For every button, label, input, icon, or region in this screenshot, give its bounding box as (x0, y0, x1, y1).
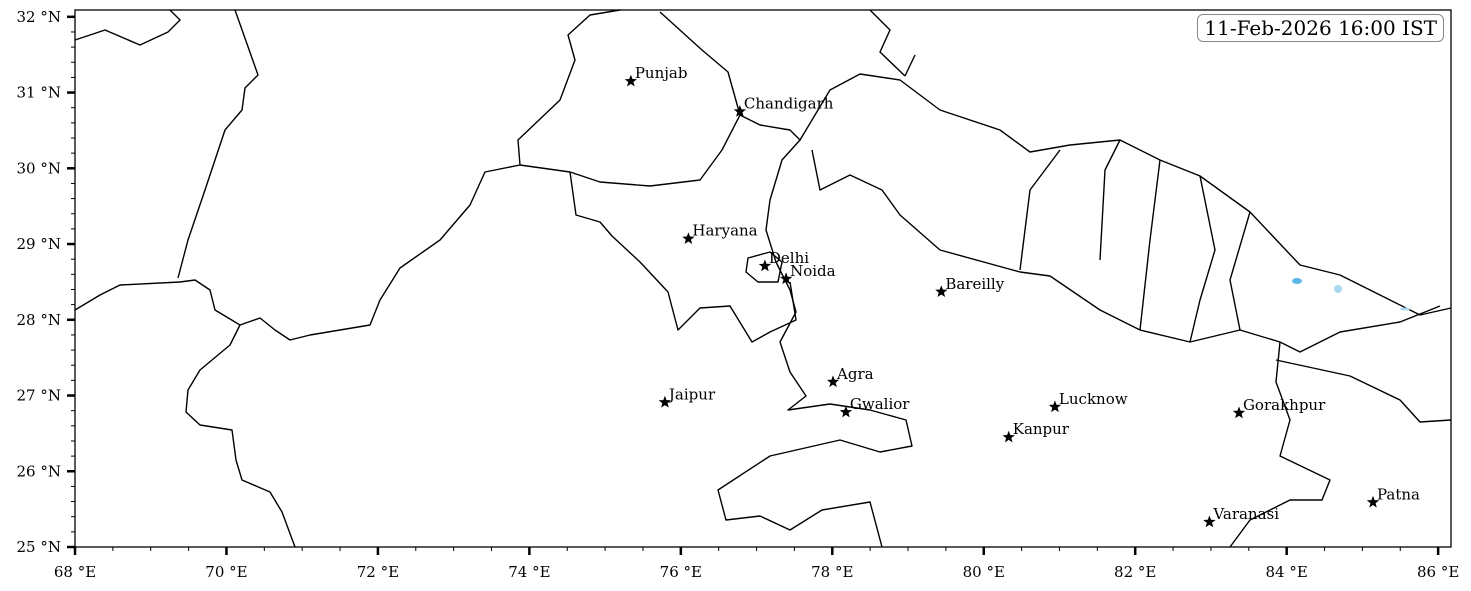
city-label: Delhi (769, 249, 809, 267)
x-tick-label: 84 °E (1266, 563, 1308, 581)
star-icon (733, 105, 747, 117)
city-label: Gorakhpur (1243, 396, 1326, 414)
star-icon (779, 272, 793, 285)
city-label: Jaipur (667, 385, 716, 403)
city-label: Chandigarh (744, 94, 834, 112)
city-haryana: Haryana (682, 222, 758, 244)
star-icon (1366, 495, 1380, 508)
x-tick-label: 72 °E (357, 563, 399, 581)
y-tick-label: 25 °N (17, 538, 61, 556)
city-label: Gwalior (850, 395, 910, 413)
y-tick-label: 29 °N (17, 235, 61, 253)
star-icon (624, 74, 637, 87)
lake (1334, 285, 1342, 293)
y-tick-label: 31 °N (17, 84, 61, 102)
lake (1292, 278, 1302, 284)
x-tick-label: 68 °E (54, 563, 96, 581)
city-lucknow: Lucknow (1048, 390, 1128, 413)
plot-frame (74, 9, 1452, 548)
city-agra: Agra (826, 365, 874, 388)
star-icon (826, 375, 840, 388)
axis-ticks: 68 °E 70 °E 72 °E 74 °E 76 °E 78 °E 80 °E 82 °E… (17, 8, 1460, 581)
lake (1400, 307, 1410, 311)
x-tick-label: 70 °E (205, 563, 247, 581)
city-label: Noida (790, 262, 836, 280)
city-label: Lucknow (1059, 390, 1128, 408)
x-tick-label: 80 °E (963, 563, 1005, 581)
city-bareilly: Bareilly (935, 275, 1005, 297)
y-tick-label: 27 °N (17, 387, 61, 405)
star-icon (682, 232, 695, 244)
star-icon (1203, 515, 1216, 528)
city-varanasi: Varanasi (1203, 505, 1279, 528)
city-label: Punjab (635, 64, 688, 82)
y-tick-label: 32 °N (17, 8, 61, 26)
city-label: Varanasi (1212, 505, 1279, 523)
star-icon (658, 395, 672, 408)
city-label: Haryana (692, 222, 757, 240)
star-icon (839, 405, 853, 418)
city-punjab: Punjab (624, 64, 688, 87)
city-patna: Patna (1366, 485, 1420, 508)
x-tick-label: 86 °E (1417, 563, 1459, 581)
city-delhi: Delhi (758, 249, 809, 272)
x-tick-label: 82 °E (1114, 563, 1156, 581)
city-chandigarh: Chandigarh (733, 94, 834, 117)
star-icon (1048, 400, 1062, 413)
state-boundaries (74, 9, 1452, 548)
star-icon (758, 259, 772, 272)
star-icon (935, 285, 948, 297)
city-noida: Noida (779, 262, 836, 285)
timestamp-label: 11-Feb-2026 16:00 IST (1197, 14, 1444, 42)
city-label: Kanpur (1013, 420, 1070, 438)
star-icon (1002, 430, 1015, 443)
city-gorakhpur: Gorakhpur (1232, 396, 1326, 419)
city-kanpur: Kanpur (1002, 420, 1070, 443)
city-jaipur: Jaipur (658, 385, 716, 408)
x-tick-label: 76 °E (660, 563, 702, 581)
x-tick-label: 78 °E (811, 563, 853, 581)
y-tick-label: 28 °N (17, 311, 61, 329)
y-tick-label: 30 °N (17, 159, 61, 177)
x-tick-label: 74 °E (508, 563, 550, 581)
y-tick-label: 26 °N (17, 462, 61, 480)
city-label: Patna (1377, 485, 1420, 503)
city-label: Bareilly (945, 275, 1004, 293)
city-label: Agra (836, 365, 874, 383)
city-gwalior: Gwalior (839, 395, 910, 418)
star-icon (1232, 406, 1246, 419)
